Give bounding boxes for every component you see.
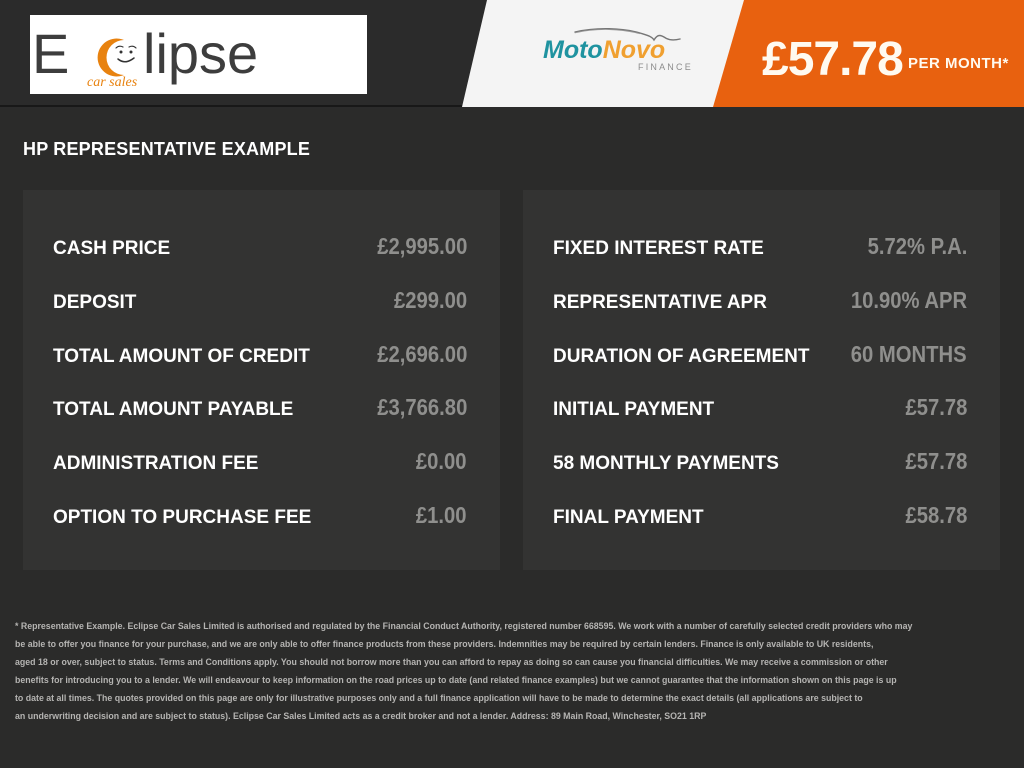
svg-text:car sales: car sales [87,75,138,90]
svg-text:E: E [32,22,69,85]
svg-text:lipse: lipse [143,22,258,85]
svg-text:MotoNovo: MotoNovo [543,36,665,64]
svg-text:FINANCE: FINANCE [638,62,693,72]
